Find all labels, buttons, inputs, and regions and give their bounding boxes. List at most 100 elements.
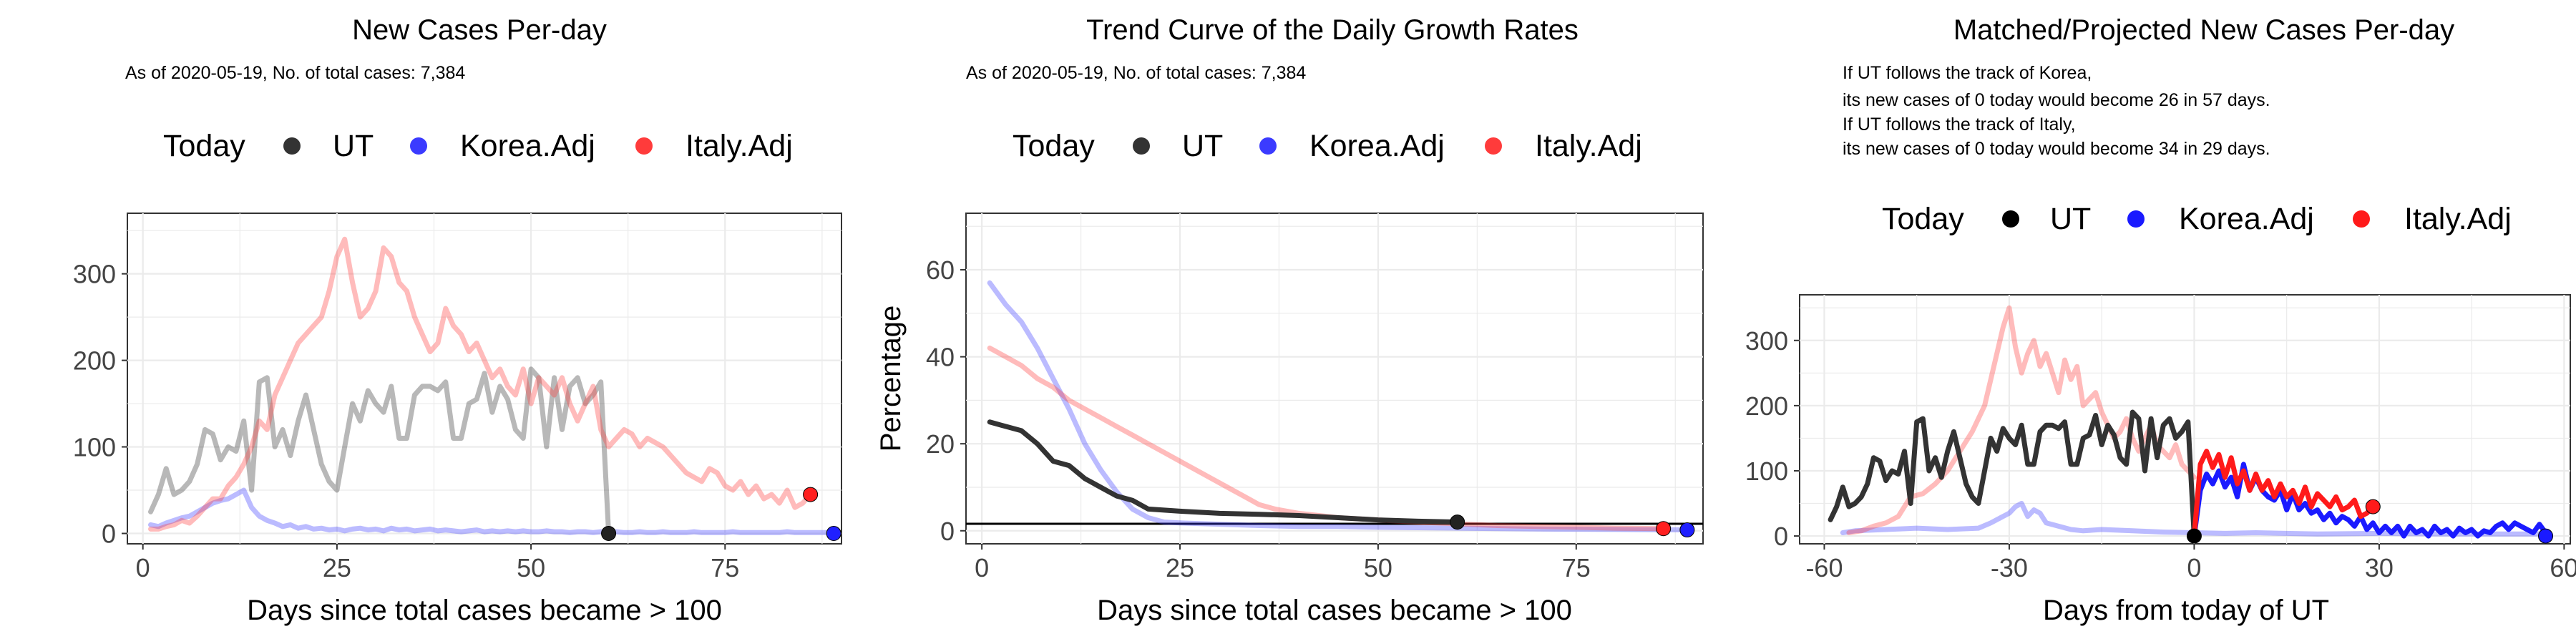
legend: Today UT Korea.Adj Italy.Adj xyxy=(163,129,793,163)
legend-marker-ut xyxy=(1133,137,1150,155)
x-tick-label: 50 xyxy=(517,553,545,582)
today-marker-ut xyxy=(601,525,617,541)
x-tick-label: -60 xyxy=(1805,553,1843,582)
legend-label-ut: UT xyxy=(1182,129,1223,163)
x-tick-label: 75 xyxy=(711,553,739,582)
series-lines xyxy=(987,280,1690,532)
x-tick-label: 25 xyxy=(1166,553,1194,582)
panel-projected: Matched/Projected New Cases Per-day If U… xyxy=(1745,14,2576,626)
plot-border xyxy=(127,213,842,545)
today-marker-korea-adj xyxy=(1679,522,1695,538)
legend-title: Today xyxy=(1882,202,1964,236)
legend-marker-italy xyxy=(635,137,653,155)
annotation-line: If UT follows the track of Italy, xyxy=(1843,114,2076,135)
y-tick-label: 300 xyxy=(1745,326,1788,356)
chart-title: Trend Curve of the Daily Growth Rates xyxy=(1086,14,1579,46)
panel-new-cases: New Cases Per-day As of 2020-05-19, No. … xyxy=(73,14,842,626)
today-marker-italy-adj xyxy=(803,487,819,502)
chart-title: Matched/Projected New Cases Per-day xyxy=(1953,14,2454,46)
series-line-italy-adj xyxy=(987,345,1667,532)
legend-marker-korea xyxy=(1259,137,1277,155)
series-line-italy-adj xyxy=(148,236,814,532)
legend-marker-ut xyxy=(283,137,301,155)
x-axis-label: Days since total cases became > 100 xyxy=(1097,595,1572,626)
gridlines xyxy=(127,213,841,544)
y-tick-label: 40 xyxy=(926,343,955,372)
series-line-korea-adj-matched xyxy=(1840,501,2548,537)
y-tick-label: 20 xyxy=(926,429,955,459)
gridlines xyxy=(966,213,1703,544)
today-marker-italy-adj xyxy=(1656,521,1672,537)
tick-labels: -60 -30 0 30 60 0 100 200 300 xyxy=(1745,326,2576,582)
x-axis-label: Days from today of UT xyxy=(2043,595,2329,626)
chart-title: New Cases Per-day xyxy=(352,14,607,46)
legend: Today UT Korea.Adj Italy.Adj xyxy=(1013,129,1642,163)
x-tick-label: 30 xyxy=(2365,553,2394,582)
today-marker-italy-adj xyxy=(2365,499,2381,514)
series-line-ut xyxy=(1828,409,2197,539)
legend-marker-ut xyxy=(2002,210,2019,228)
series-line-ut xyxy=(148,366,612,536)
series-line-korea-adj xyxy=(987,280,1690,532)
y-tick-label: 60 xyxy=(926,255,955,285)
y-tick-label: 200 xyxy=(73,346,116,376)
plot-border xyxy=(1799,294,2571,545)
legend-label-italy: Italy.Adj xyxy=(1535,129,1642,163)
y-tick-label: 100 xyxy=(1745,457,1788,486)
y-tick-label: 200 xyxy=(1745,391,1788,421)
x-tick-label: 0 xyxy=(2187,553,2201,582)
series-line-italy-adj-matched xyxy=(1846,305,2197,535)
today-marker-korea-adj xyxy=(826,525,841,541)
series-lines xyxy=(148,236,836,536)
legend-label-korea: Korea.Adj xyxy=(1309,129,1445,163)
panel-growth-rates: Trend Curve of the Daily Growth Rates As… xyxy=(875,14,1704,626)
x-tick-label: 60 xyxy=(2550,553,2576,582)
y-tick-label: 300 xyxy=(73,260,116,289)
annotation-line: its new cases of 0 today would become 34… xyxy=(1843,139,2270,159)
legend-title: Today xyxy=(163,129,245,163)
legend: Today UT Korea.Adj Italy.Adj xyxy=(1882,202,2512,236)
chart-subtitle: As of 2020-05-19, No. of total cases: 7,… xyxy=(966,63,1306,83)
gridlines xyxy=(1800,295,2570,544)
legend-label-italy: Italy.Adj xyxy=(2404,202,2512,236)
today-marker-korea-adj xyxy=(2538,528,2554,544)
legend-marker-italy xyxy=(2353,210,2370,228)
today-markers xyxy=(601,487,841,541)
annotation-line: If UT follows the track of Korea, xyxy=(1843,63,2092,83)
tick-labels: 0 25 50 75 0 100 200 300 xyxy=(73,260,739,582)
y-tick-label: 0 xyxy=(1774,522,1788,551)
series-lines xyxy=(1828,305,2548,539)
today-markers xyxy=(2186,499,2554,544)
legend-title: Today xyxy=(1013,129,1095,163)
legend-label-italy: Italy.Adj xyxy=(686,129,793,163)
x-tick-label: -30 xyxy=(1991,553,2028,582)
x-tick-label: 75 xyxy=(1562,553,1591,582)
today-marker-ut xyxy=(1450,514,1465,530)
legend-marker-korea xyxy=(410,137,427,155)
legend-marker-italy xyxy=(1485,137,1502,155)
chart-subtitle: As of 2020-05-19, No. of total cases: 7,… xyxy=(125,63,465,83)
y-tick-label: 100 xyxy=(73,433,116,462)
x-tick-label: 0 xyxy=(975,553,989,582)
legend-label-ut: UT xyxy=(2050,202,2091,236)
legend-marker-korea xyxy=(2127,210,2145,228)
series-line-italy-adj-projected xyxy=(2191,449,2376,539)
x-tick-label: 0 xyxy=(136,553,150,582)
tick-labels: 0 25 50 75 0 20 40 60 xyxy=(926,255,1591,582)
y-tick-label: 0 xyxy=(102,519,116,548)
y-axis-label: Percentage xyxy=(875,306,907,452)
annotation-block: If UT follows the track of Korea, its ne… xyxy=(1843,63,2270,159)
plot-border xyxy=(965,213,1704,545)
annotation-line: its new cases of 0 today would become 26… xyxy=(1843,90,2270,110)
x-axis-label: Days since total cases became > 100 xyxy=(247,595,722,626)
today-markers xyxy=(1450,514,1695,538)
series-line-korea-adj xyxy=(148,487,836,536)
x-tick-label: 25 xyxy=(323,553,351,582)
legend-label-ut: UT xyxy=(333,129,374,163)
legend-label-korea: Korea.Adj xyxy=(2179,202,2314,236)
x-tick-label: 50 xyxy=(1364,553,1392,582)
today-marker-ut xyxy=(2186,528,2202,544)
legend-label-korea: Korea.Adj xyxy=(460,129,595,163)
y-tick-label: 0 xyxy=(940,517,955,546)
